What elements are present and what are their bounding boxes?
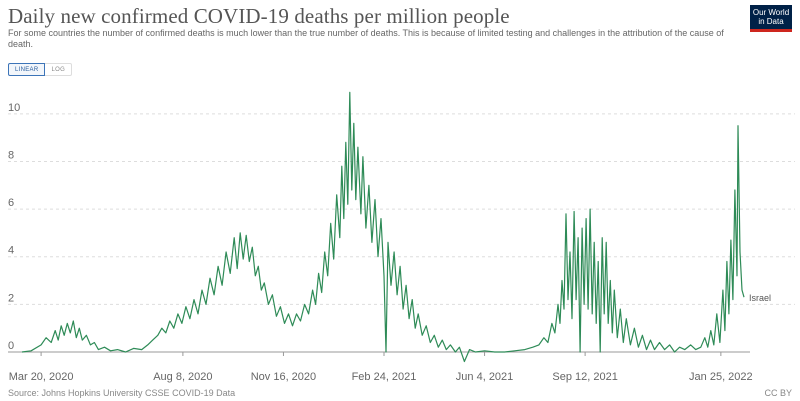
y-tick-label-8: 8: [8, 149, 14, 161]
log-scale-button[interactable]: LOG: [45, 63, 73, 76]
logo-line-2: in Data: [758, 17, 784, 26]
owid-logo[interactable]: Our World in Data: [750, 5, 792, 32]
scale-toggle: LINEAR LOG: [8, 63, 73, 76]
y-tick-label-0: 0: [8, 340, 14, 352]
x-tick-label-5: Sep 12, 2021: [552, 371, 617, 383]
y-tick-label-6: 6: [8, 197, 14, 209]
series-line-israel: [21, 91, 745, 363]
chart-title: Daily new confirmed COVID-19 deaths per …: [8, 4, 510, 28]
series-end-label-israel: Israel: [749, 293, 771, 303]
y-tick-label-4: 4: [8, 245, 14, 257]
y-tick-label-2: 2: [8, 292, 14, 304]
x-tick-label-4: Jun 4, 2021: [456, 371, 514, 383]
x-tick-label-2: Nov 16, 2020: [251, 371, 316, 383]
linear-scale-button[interactable]: LINEAR: [8, 63, 46, 76]
logo-line-1: Our World: [752, 8, 790, 17]
x-tick-label-3: Feb 24, 2021: [352, 371, 417, 383]
x-tick-label-6: Jan 25, 2022: [689, 371, 753, 383]
x-tick-label-0: Mar 20, 2020: [9, 371, 74, 383]
x-tick-label-1: Aug 8, 2020: [153, 371, 212, 383]
chart-subtitle: For some countries the number of confirm…: [8, 28, 724, 49]
license-link[interactable]: CC BY: [764, 388, 792, 398]
source-note[interactable]: Source: Johns Hopkins University CSSE CO…: [8, 388, 236, 398]
y-tick-label-10: 10: [8, 102, 20, 114]
